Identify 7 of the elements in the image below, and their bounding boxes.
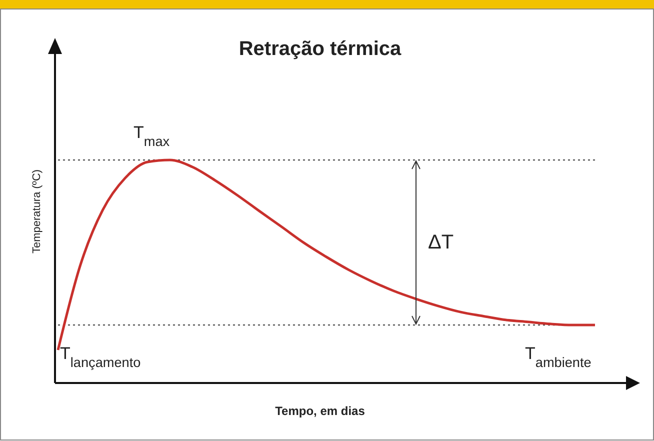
chart-title: Retração térmica — [238, 38, 402, 60]
y-axis-title: Temperatura (ºC) — [31, 169, 43, 254]
annotation: T$_{lançamento}$ — [60, 344, 141, 370]
annotation: T$_{ambiente}$ — [525, 344, 592, 370]
annotation: ΔT — [428, 232, 454, 254]
x-axis-title: Tempo, em dias — [275, 404, 366, 418]
text: T$_{max}$ — [134, 123, 170, 148]
